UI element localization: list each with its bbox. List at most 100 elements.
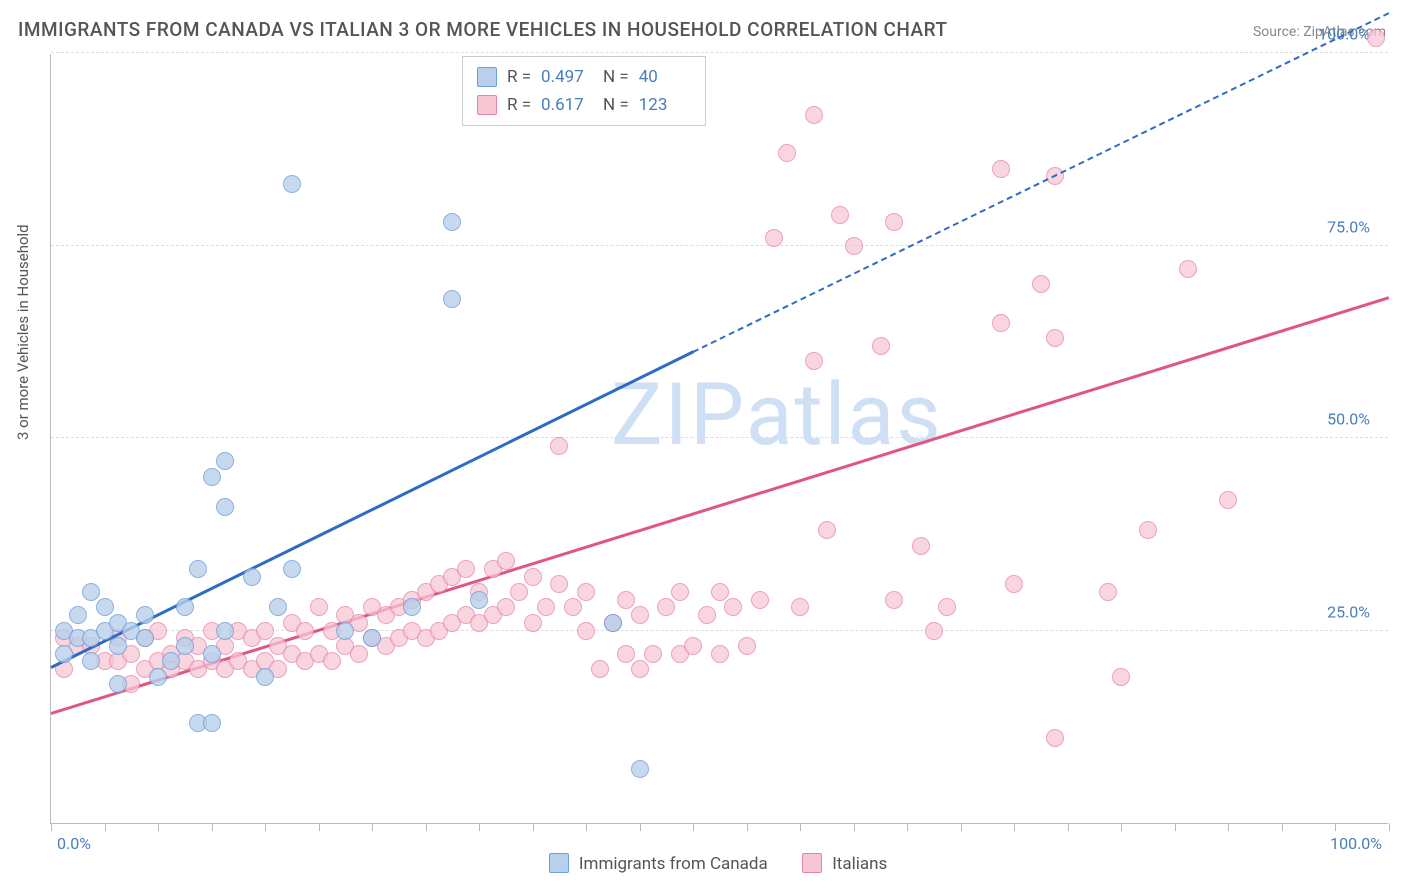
xtick bbox=[105, 823, 106, 831]
xtick bbox=[533, 823, 534, 831]
ytick-label: 25.0% bbox=[1327, 602, 1370, 621]
legend-label-a: Immigrants from Canada bbox=[579, 854, 768, 874]
data-point-a bbox=[109, 637, 127, 655]
xtick bbox=[1068, 823, 1069, 831]
data-point-b bbox=[872, 337, 890, 355]
data-point-b bbox=[457, 560, 475, 578]
data-point-b bbox=[671, 583, 689, 601]
ytick-label: 50.0% bbox=[1327, 410, 1370, 429]
data-point-b bbox=[1139, 521, 1157, 539]
data-point-b bbox=[550, 575, 568, 593]
swatch-a-icon bbox=[477, 67, 497, 87]
data-point-a bbox=[96, 598, 114, 616]
data-point-b bbox=[765, 229, 783, 247]
gridline bbox=[51, 437, 1388, 438]
data-point-a bbox=[216, 452, 234, 470]
swatch-a-icon bbox=[549, 853, 569, 873]
xtick bbox=[479, 823, 480, 831]
data-point-b bbox=[537, 598, 555, 616]
data-point-b bbox=[938, 598, 956, 616]
data-point-b bbox=[497, 552, 515, 570]
data-point-b bbox=[831, 206, 849, 224]
xtick bbox=[1335, 823, 1336, 831]
data-point-b bbox=[751, 591, 769, 609]
xtick bbox=[907, 823, 908, 831]
page-title: IMMIGRANTS FROM CANADA VS ITALIAN 3 OR M… bbox=[18, 18, 948, 41]
r-label: R = bbox=[507, 91, 531, 119]
data-point-a bbox=[136, 606, 154, 624]
data-point-b bbox=[925, 622, 943, 640]
data-point-b bbox=[1367, 29, 1385, 47]
data-point-a bbox=[162, 652, 180, 670]
xtick bbox=[1121, 823, 1122, 831]
data-point-b bbox=[577, 583, 595, 601]
data-point-b bbox=[1099, 583, 1117, 601]
x-max-label: 100.0% bbox=[1330, 834, 1382, 853]
gridline bbox=[51, 52, 1388, 53]
data-point-b bbox=[778, 144, 796, 162]
data-point-a bbox=[403, 598, 421, 616]
xtick bbox=[854, 823, 855, 831]
xtick bbox=[426, 823, 427, 831]
xtick bbox=[1228, 823, 1229, 831]
data-point-a bbox=[443, 213, 461, 231]
xtick bbox=[640, 823, 641, 831]
swatch-b-icon bbox=[802, 853, 822, 873]
data-point-b bbox=[885, 213, 903, 231]
data-point-b bbox=[323, 652, 341, 670]
scatter-plot: ZIPatlas 25.0%50.0%75.0%100.0%0.0%100.0% bbox=[50, 54, 1388, 824]
xtick bbox=[265, 823, 266, 831]
xtick bbox=[158, 823, 159, 831]
data-point-a bbox=[269, 598, 287, 616]
data-point-a bbox=[243, 568, 261, 586]
xtick bbox=[51, 823, 52, 831]
data-point-a bbox=[203, 468, 221, 486]
data-point-b bbox=[805, 106, 823, 124]
data-point-a bbox=[283, 175, 301, 193]
data-point-b bbox=[631, 606, 649, 624]
x-min-label: 0.0% bbox=[57, 834, 91, 853]
n-value-a: 40 bbox=[639, 63, 691, 91]
data-point-b bbox=[711, 583, 729, 601]
data-point-b bbox=[805, 352, 823, 370]
xtick bbox=[1389, 823, 1390, 831]
data-point-b bbox=[885, 591, 903, 609]
data-point-a bbox=[109, 675, 127, 693]
data-point-b bbox=[591, 660, 609, 678]
xtick bbox=[212, 823, 213, 831]
data-point-b bbox=[524, 614, 542, 632]
data-point-b bbox=[310, 598, 328, 616]
data-point-b bbox=[738, 637, 756, 655]
data-point-a bbox=[604, 614, 622, 632]
legend-row-a: R = 0.497 N = 40 bbox=[477, 63, 691, 91]
data-point-a bbox=[82, 583, 100, 601]
legend-row-b: R = 0.617 N = 123 bbox=[477, 91, 691, 119]
data-point-b bbox=[992, 160, 1010, 178]
data-point-a bbox=[136, 629, 154, 647]
trendline bbox=[693, 13, 1390, 354]
data-point-b bbox=[350, 645, 368, 663]
data-point-b bbox=[256, 622, 274, 640]
data-point-b bbox=[657, 598, 675, 616]
data-point-a bbox=[203, 645, 221, 663]
data-point-a bbox=[283, 560, 301, 578]
data-point-b bbox=[1112, 668, 1130, 686]
data-point-a bbox=[256, 668, 274, 686]
xtick bbox=[1282, 823, 1283, 831]
data-point-a bbox=[470, 591, 488, 609]
data-point-b bbox=[510, 583, 528, 601]
data-point-a bbox=[203, 714, 221, 732]
data-point-a bbox=[189, 560, 207, 578]
data-point-b bbox=[550, 437, 568, 455]
xtick bbox=[372, 823, 373, 831]
data-point-b bbox=[524, 568, 542, 586]
data-point-a bbox=[216, 622, 234, 640]
data-point-b bbox=[1219, 491, 1237, 509]
data-point-a bbox=[149, 668, 167, 686]
data-point-b bbox=[1046, 329, 1064, 347]
r-value-a: 0.497 bbox=[541, 63, 593, 91]
xtick bbox=[800, 823, 801, 831]
data-point-b bbox=[617, 645, 635, 663]
ytick-label: 75.0% bbox=[1327, 217, 1370, 236]
xtick bbox=[747, 823, 748, 831]
